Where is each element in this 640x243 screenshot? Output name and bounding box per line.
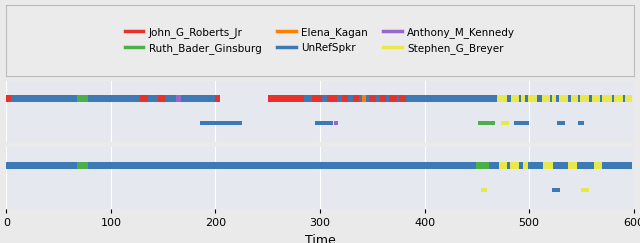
X-axis label: Time: Time: [305, 234, 335, 243]
Legend: John_G_Roberts_Jr, Ruth_Bader_Ginsburg, Elena_Kagan, UnRefSpkr, Anthony_M_Kenned: John_G_Roberts_Jr, Ruth_Bader_Ginsburg, …: [120, 22, 520, 58]
